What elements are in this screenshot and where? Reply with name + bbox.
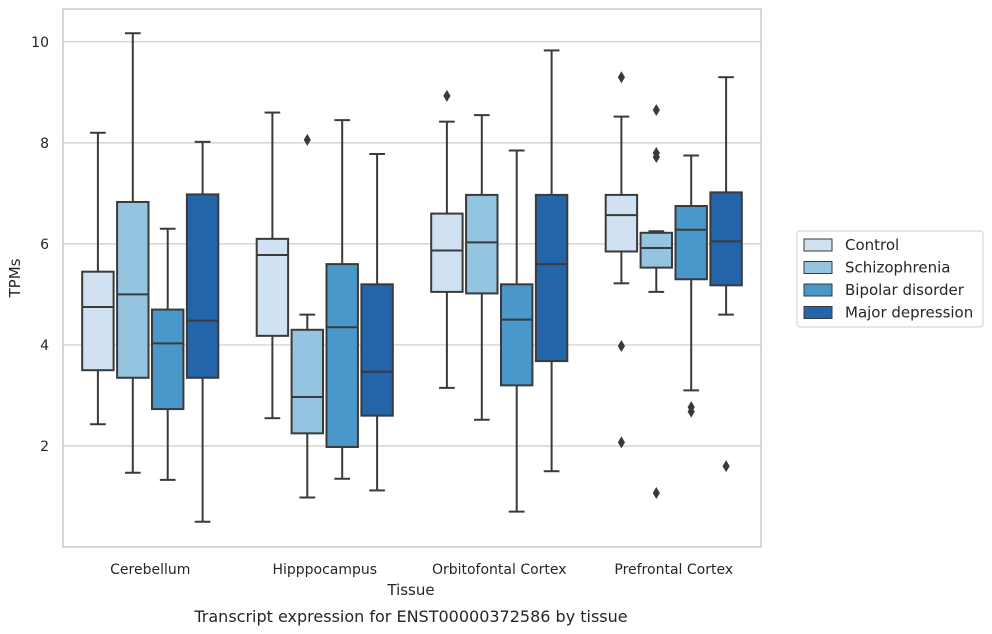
legend-swatch	[803, 238, 833, 252]
box-group	[150, 227, 185, 481]
box-iqr	[499, 283, 534, 387]
outlier-point	[617, 339, 625, 352]
x-tick-label: Cerebellum	[110, 562, 190, 578]
box-iqr	[639, 231, 674, 269]
outlier-point	[722, 460, 730, 473]
box-group	[499, 149, 534, 513]
legend: Control Schizophrenia Bipolar disorder Majo…	[796, 230, 984, 328]
x-tick-labels: Cerebellum Hipppocampus Orbitofontal Corte…	[110, 562, 733, 578]
box-iqr	[116, 200, 150, 379]
plot-frame	[62, 8, 762, 548]
box-group	[674, 154, 708, 418]
box-iqr	[325, 263, 359, 448]
legend-label: Major depression	[845, 304, 973, 322]
outlier-point	[617, 436, 625, 449]
outlier-point	[652, 151, 660, 164]
box-group	[360, 152, 394, 492]
boxes	[81, 32, 743, 523]
y-tick-label: 4	[40, 338, 49, 354]
outlier-point	[652, 104, 660, 117]
y-tick-label: 10	[31, 35, 49, 51]
legend-label: Control	[845, 236, 899, 254]
x-tick-label: Orbitofontal Cortex	[432, 562, 567, 578]
legend-frame	[796, 230, 984, 328]
legend-label: Schizophrenia	[845, 259, 950, 277]
box-group	[116, 32, 150, 474]
box-group	[604, 71, 639, 449]
y-axis-label: TPMs	[6, 258, 24, 298]
box-iqr	[185, 193, 220, 379]
outlier-point	[652, 486, 660, 499]
box-group	[639, 104, 674, 499]
box-group	[81, 131, 115, 426]
box-group	[290, 133, 325, 499]
x-tick-label: Hipppocampus	[272, 562, 377, 578]
box-group	[185, 140, 220, 523]
box-iqr	[534, 193, 569, 363]
outlier-point	[303, 133, 311, 146]
box-group	[709, 76, 743, 473]
outlier-point	[443, 89, 451, 102]
legend-swatch	[803, 306, 833, 319]
box-iqr	[290, 328, 325, 435]
x-tick-label: Prefrontal Cortex	[614, 562, 733, 578]
box-iqr	[709, 191, 743, 287]
outlier-point	[617, 71, 625, 84]
box-iqr	[465, 193, 499, 295]
box-group	[430, 89, 464, 389]
y-tick-labels: 2 4 6 8 10	[31, 35, 49, 455]
box-group	[465, 114, 499, 421]
box-iqr	[360, 283, 394, 417]
box-group	[255, 111, 290, 420]
box-iqr	[604, 193, 639, 253]
box-iqr	[430, 212, 464, 293]
y-tick-label: 6	[40, 237, 49, 253]
y-tick-label: 8	[40, 136, 49, 152]
box-iqr	[150, 308, 185, 411]
box-group	[325, 119, 359, 480]
legend-swatch	[803, 261, 833, 274]
box-iqr	[674, 205, 708, 281]
box-iqr	[255, 237, 290, 337]
x-axis-label: Tissue	[386, 581, 434, 599]
outlier-point	[687, 405, 695, 418]
box-iqr	[81, 270, 115, 372]
legend-label: Bipolar disorder	[845, 281, 965, 299]
chart-caption: Transcript expression for ENST0000037258…	[193, 607, 627, 626]
box-group	[534, 49, 569, 473]
y-tick-label: 2	[40, 439, 49, 455]
legend-swatch	[803, 283, 833, 297]
